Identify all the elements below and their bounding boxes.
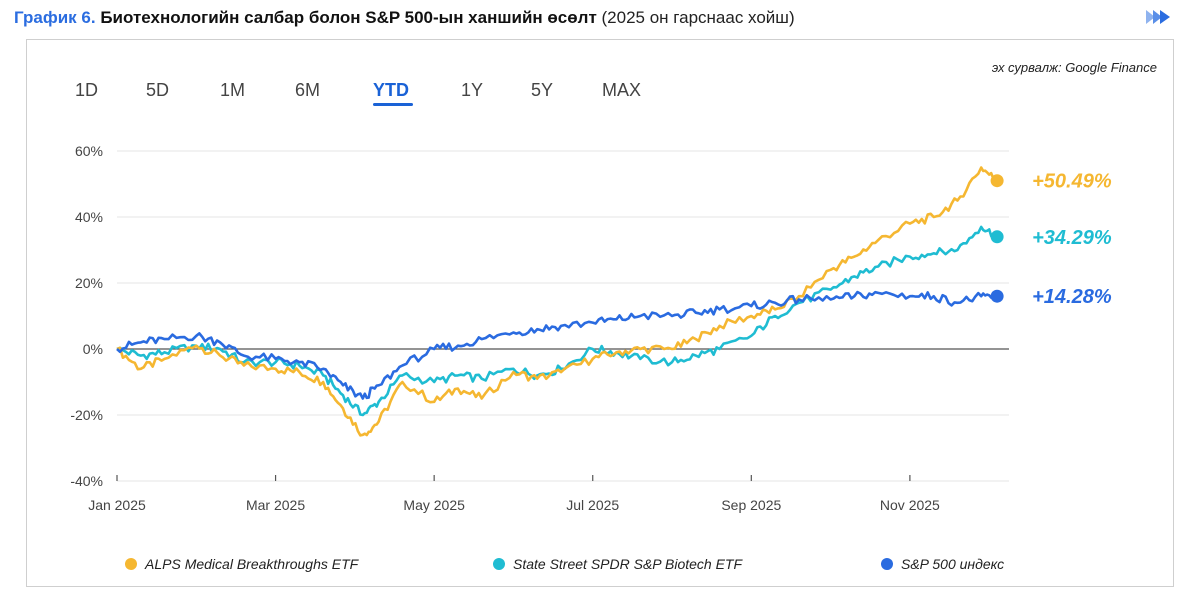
caption-title: Биотехнологийн салбар болон S&P 500-ын х… [100, 8, 597, 27]
y-tick-label: -40% [70, 473, 103, 489]
source-note: эх сурвалж: Google Finance [991, 60, 1157, 75]
legend-label-alps: ALPS Medical Breakthroughs ETF [145, 556, 359, 572]
chart-caption: График 6. Биотехнологийн салбар болон S&… [14, 8, 1186, 30]
end-marker-alps [990, 174, 1004, 188]
x-tick-label: Mar 2025 [246, 497, 305, 513]
y-tick-label: 40% [75, 209, 103, 225]
double-arrow-icon [1146, 10, 1170, 24]
tab-max[interactable]: MAX [602, 80, 642, 100]
end-marker-spx [990, 289, 1004, 303]
x-tick-label: May 2025 [403, 497, 465, 513]
x-tick-label: Nov 2025 [880, 497, 940, 513]
x-tick-label: Jan 2025 [88, 497, 146, 513]
active-tab-underline [373, 103, 413, 106]
end-label-spx: +14.28% [1032, 286, 1112, 308]
series-line-xbi [116, 225, 998, 417]
series-line-alps [116, 166, 998, 437]
y-tick-label: 60% [75, 143, 103, 159]
y-tick-label: 0% [83, 341, 103, 357]
tab-1d[interactable]: 1D [75, 80, 99, 100]
end-marker-xbi [990, 230, 1004, 244]
tab-ytd[interactable]: YTD [373, 80, 409, 100]
legend-item-spx: S&P 500 индекс [881, 556, 1004, 572]
legend-item-xbi: State Street SPDR S&P Biotech ETF [493, 556, 742, 572]
chart-panel: эх сурвалж: Google Finance 1D 5D 1M 6M Y… [26, 39, 1174, 587]
tab-5d[interactable]: 5D [146, 80, 170, 100]
x-tick-label: Sep 2025 [721, 497, 781, 513]
legend-item-alps: ALPS Medical Breakthroughs ETF [125, 556, 358, 572]
legend-label-spx: S&P 500 индекс [901, 556, 1005, 572]
series-line-spx [116, 290, 999, 400]
y-tick-label: 20% [75, 275, 103, 291]
end-label-alps: +50.49% [1032, 171, 1112, 193]
tab-1y[interactable]: 1Y [461, 80, 484, 100]
end-label-xbi: +34.29% [1032, 227, 1112, 249]
x-tick-label: Jul 2025 [566, 497, 619, 513]
tab-5y[interactable]: 5Y [531, 80, 554, 100]
legend-dot-spx [881, 558, 893, 570]
legend-dot-alps [125, 558, 137, 570]
caption-prefix: График 6. [14, 8, 96, 27]
legend-label-xbi: State Street SPDR S&P Biotech ETF [513, 556, 743, 572]
legend-dot-xbi [493, 558, 505, 570]
y-tick-label: -20% [70, 407, 103, 423]
tab-1m[interactable]: 1M [220, 80, 246, 100]
line-chart: 60% 40% 20% 0% -20% -40% Jan 2025 Mar 2025 May 2… [70, 143, 1112, 513]
tab-6m[interactable]: 6M [295, 80, 321, 100]
caption-subtitle: (2025 он гарснаас хойш) [601, 8, 795, 27]
